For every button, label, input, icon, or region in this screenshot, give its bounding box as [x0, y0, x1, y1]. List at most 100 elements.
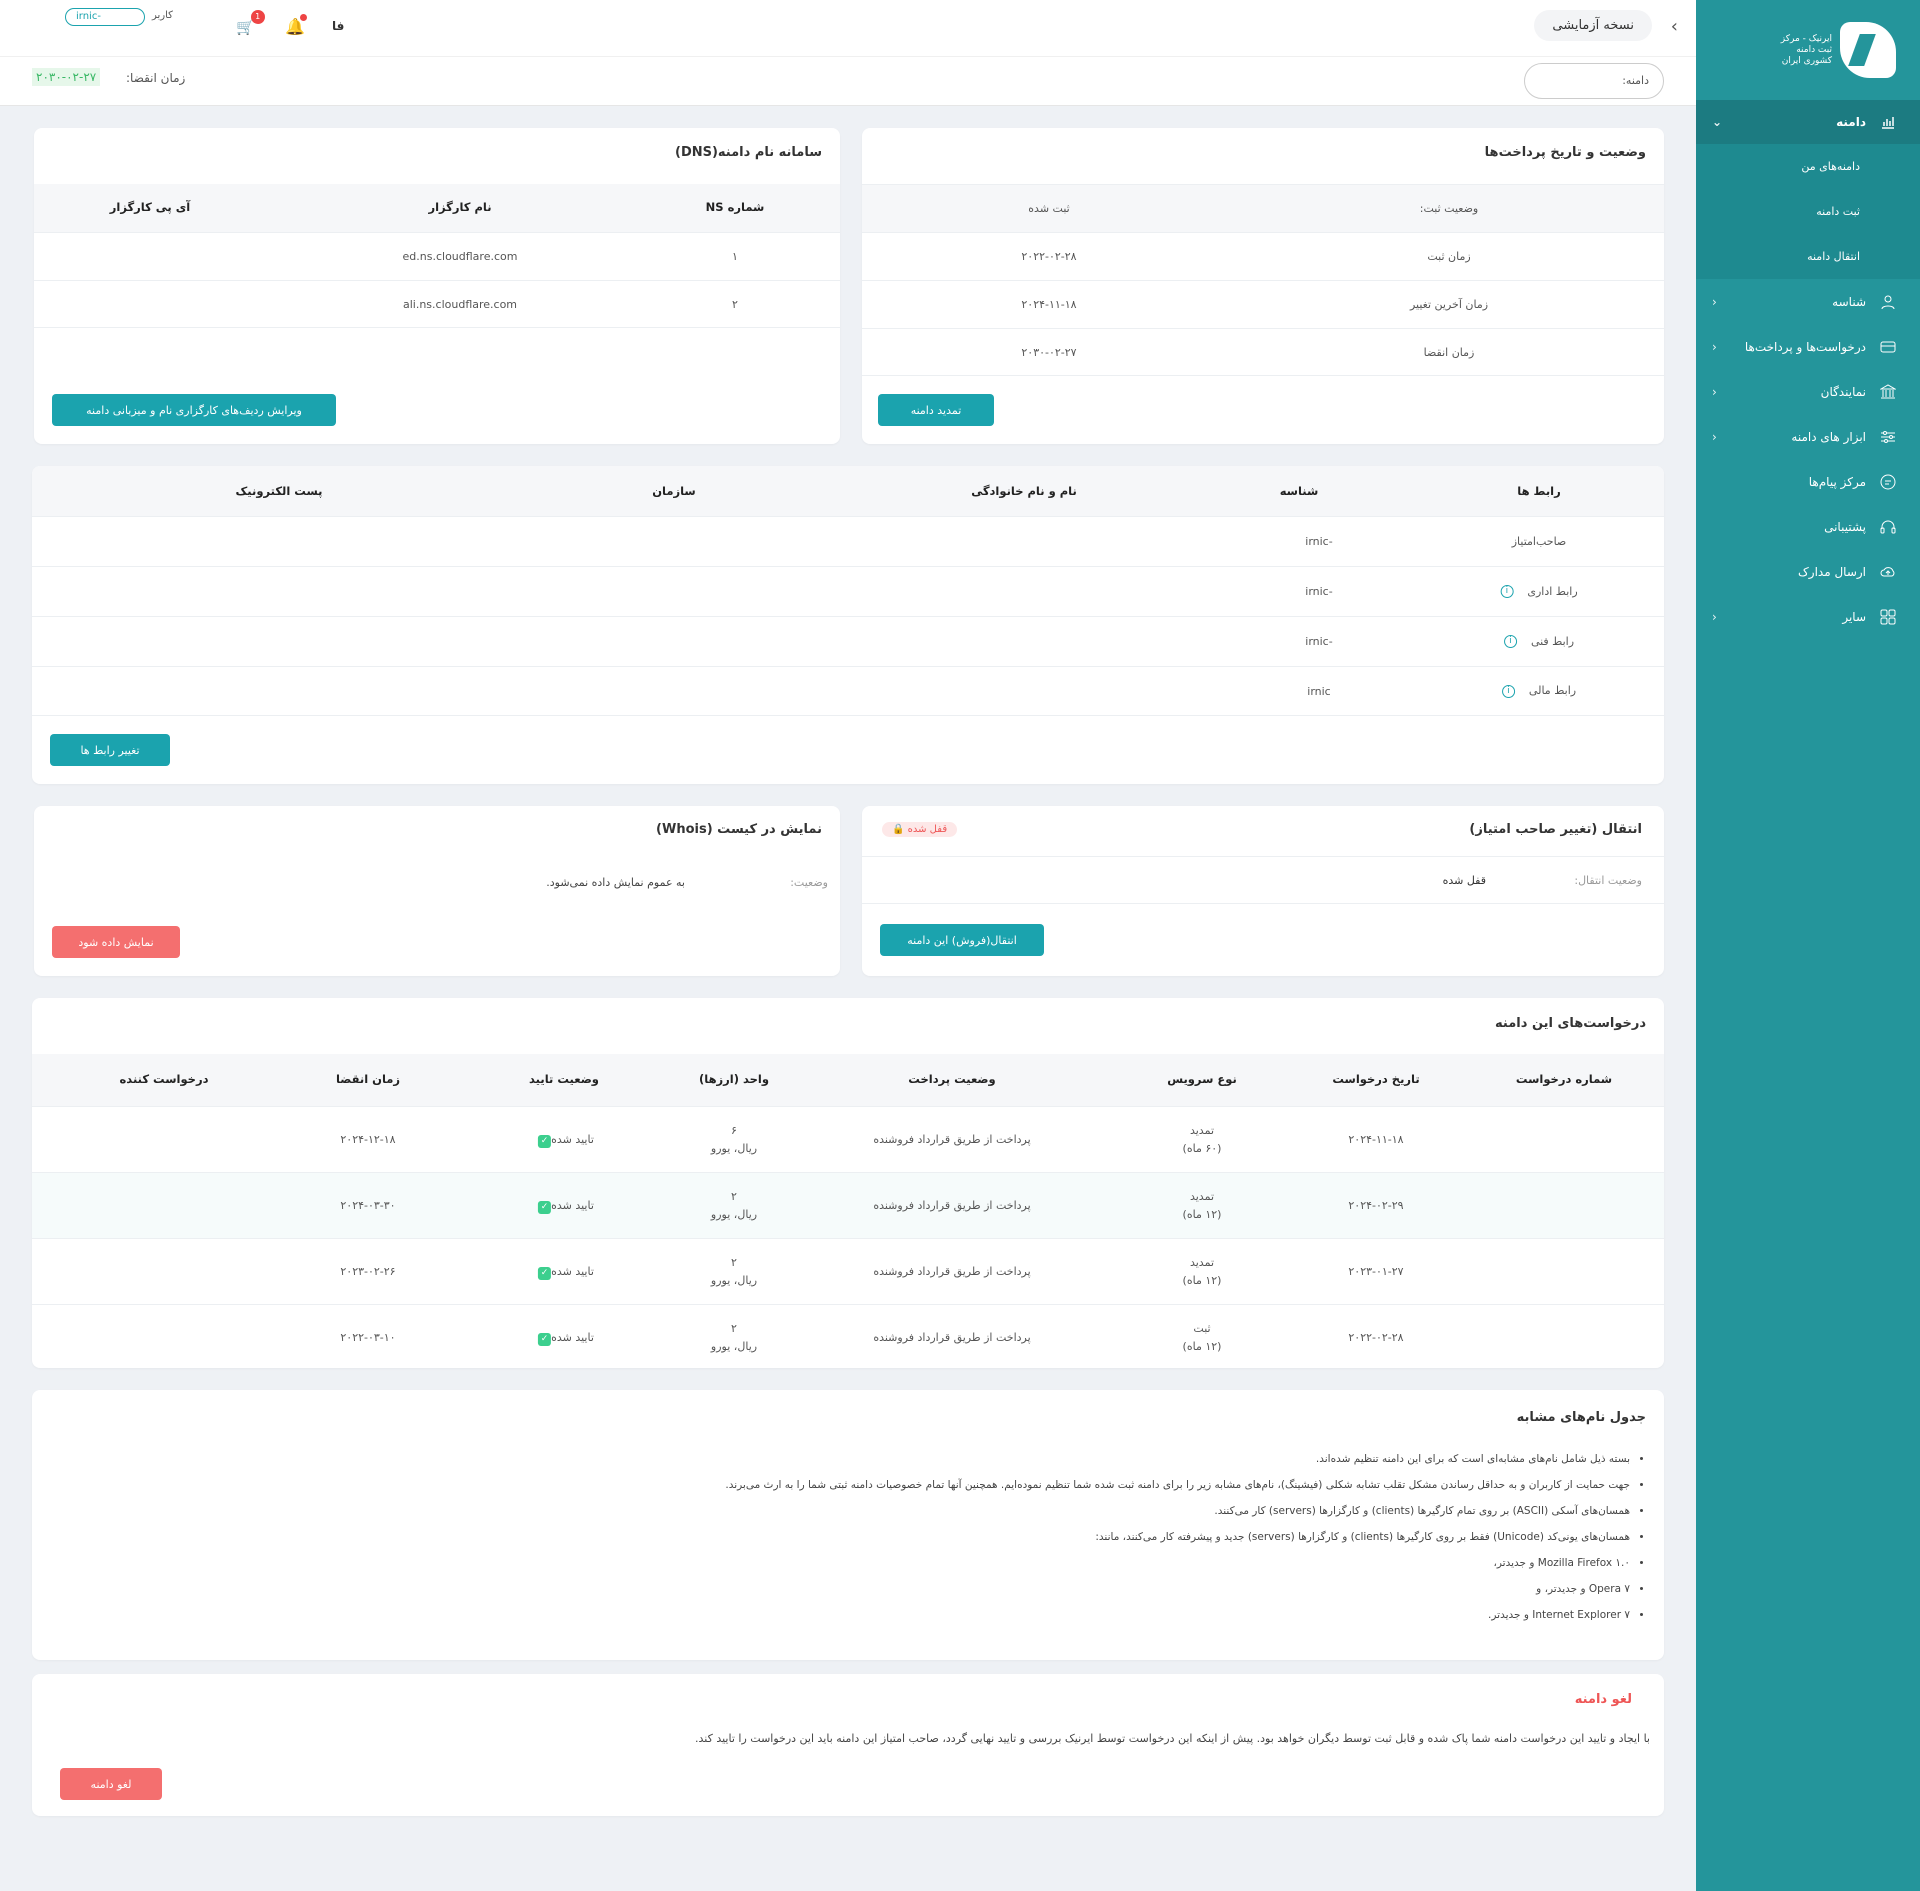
transfer-domain-button[interactable]: انتقال(فروش) این دامنه: [880, 924, 1044, 956]
sidebar-item-transfer-domain[interactable]: انتقال دامنه: [1696, 234, 1920, 279]
similar-names-list: بسته ذیل شامل نام‌های مشابه‌ای است که بر…: [725, 1446, 1630, 1628]
version-badge[interactable]: نسخه آزمایشی: [1534, 10, 1652, 41]
row-label: زمان آخرین تغییر: [1409, 298, 1489, 311]
row-label: وضعیت ثبت:: [1419, 202, 1479, 215]
column-header: آی پی کارگزار: [109, 200, 191, 214]
whois-card: نمایش در کیست (Whois) وضعیت: به عموم نما…: [34, 806, 840, 976]
info-icon[interactable]: i: [1500, 585, 1514, 599]
unit-cell: ۶ ریال، یورو: [711, 1122, 757, 1158]
domain-field-label: دامنه:: [1622, 74, 1649, 87]
sidebar-item-agents[interactable]: نمایندگان ‹: [1696, 369, 1920, 414]
bell-icon[interactable]: 🔔: [285, 14, 307, 36]
sidebar-item-register-domain[interactable]: ثبت دامنه: [1696, 189, 1920, 234]
sidebar: ایرنیک - مرکز ثبت دامنه کشوری ایران دامن…: [1696, 0, 1920, 1891]
service-period: (۱۲ ماه): [1182, 1339, 1222, 1353]
info-icon[interactable]: i: [1503, 635, 1517, 649]
logo[interactable]: ایرنیک - مرکز ثبت دامنه کشوری ایران: [1696, 0, 1920, 100]
unit-count: ۲: [731, 1189, 737, 1203]
column-header: تاریخ درخواست: [1332, 1072, 1420, 1086]
expiry-label: زمان انقضا:: [126, 71, 186, 85]
info-icon[interactable]: i: [1501, 684, 1515, 698]
unit-count: ۲: [731, 1255, 737, 1269]
sidebar-item-requests[interactable]: درخواست‌ها و پرداخت‌ها ‹: [1696, 324, 1920, 369]
table-row: ۱ ed.ns.cloudflare.com: [34, 232, 840, 280]
sidebar-item-domain[interactable]: دامنه ⌄: [1696, 100, 1920, 144]
headset-icon: [1878, 517, 1898, 537]
service-cell: تمدید (۱۲ ماه): [1183, 1254, 1222, 1290]
list-item: Internet Explorer ۷ و جدیدتر.: [725, 1602, 1630, 1628]
unit-cell: ۲ ریال، یورو: [711, 1320, 757, 1356]
show-whois-button[interactable]: نمایش داده شود: [52, 926, 180, 958]
ns-number: ۱: [732, 250, 738, 263]
column-header: درخواست کننده: [119, 1072, 209, 1086]
sidebar-item-send-documents[interactable]: ارسال مدارک: [1696, 549, 1920, 594]
column-header: نام کارگزار: [428, 200, 492, 214]
service-period: (۶۰ ماه): [1182, 1141, 1222, 1155]
whois-status-label: وضعیت:: [790, 876, 828, 889]
request-date: ۲۰۲۴-۱۱-۱۸: [1348, 1132, 1404, 1146]
chevron-left-icon: ‹: [1712, 339, 1717, 354]
domain-search-field[interactable]: دامنه:: [1524, 63, 1664, 99]
ns-number: ۲: [732, 297, 738, 311]
cart-icon[interactable]: 🛒 1: [236, 10, 265, 36]
approval-status: تایید شده: [551, 1330, 594, 1344]
sidebar-item-support[interactable]: پشتیبانی: [1696, 504, 1920, 549]
sidebar-item-my-domains[interactable]: دامنه‌های من: [1696, 144, 1920, 189]
table-header: شماره درخواست تاریخ درخواست نوع سرویس وض…: [32, 1054, 1664, 1106]
column-header: شماره NS: [705, 200, 765, 214]
similar-names-card: جدول نام‌های مشابه بسته ذیل شامل نام‌های…: [32, 1390, 1664, 1660]
approval-cell: تایید شده✓: [534, 1263, 594, 1281]
list-item: همسان‌های یونی‌کد (Unicode) فقط بر روی ک…: [725, 1524, 1630, 1550]
unit-cell: ۲ ریال، یورو: [711, 1254, 757, 1290]
renew-domain-button[interactable]: تمدید دامنه: [878, 394, 994, 426]
contact-role: رابط مالی i: [1501, 684, 1576, 698]
sidebar-item-label: نمایندگان: [1820, 384, 1866, 399]
contact-role-label: رابط اداری: [1527, 584, 1578, 598]
table-row: صاحب‌امتیاز -irnic: [32, 516, 1664, 566]
card-title: وضعیت و تاریخ پرداخت‌ها: [1484, 145, 1646, 160]
table-row: رابط فنی i -irnic: [32, 616, 1664, 666]
table-row: ۲۰۲۲-۰۲-۲۸ ثبت (۱۲ ماه) پرداخت از طریق قرار…: [32, 1304, 1664, 1370]
request-date-cell: ۲۰۲۲-۰۲-۲۸: [1348, 1329, 1403, 1347]
column-header: سازمان: [652, 484, 696, 498]
sidebar-item-messages[interactable]: مرکز پیام‌ها: [1696, 459, 1920, 504]
change-contacts-button[interactable]: تغییر رابط ها: [50, 734, 170, 766]
table-row: زمان ثبت ۲۰۲۲-۰۲-۲۸: [862, 232, 1664, 280]
card-title: نمایش در کیست (Whois): [656, 822, 822, 837]
edit-nameservers-button[interactable]: ویرایش ردیف‌های کارگزاری نام و میزبانی د…: [52, 394, 336, 426]
sidebar-item-identity[interactable]: شناسه ‹: [1696, 279, 1920, 324]
sidebar-item-other[interactable]: سایر ‹: [1696, 594, 1920, 639]
payment-status: پرداخت از طریق قرارداد فروشنده: [873, 1132, 1031, 1146]
card-title: جدول نام‌های مشابه: [1516, 1410, 1646, 1425]
currency: ریال، یورو: [710, 1339, 758, 1353]
payment-status: پرداخت از طریق قرارداد فروشنده: [873, 1330, 1031, 1344]
contact-role-label: رابط فنی: [1530, 634, 1575, 648]
row-value: ۲۰۲۴-۱۱-۱۸: [1021, 298, 1077, 311]
payment-status-card: وضعیت و تاریخ پرداخت‌ها وضعیت ثبت: ثبت ش…: [862, 128, 1664, 444]
expiry-cell: ۲۰۲۴-۰۳-۳۰: [340, 1197, 395, 1215]
expiry-cell: ۲۰۲۳-۰۲-۲۶: [340, 1263, 395, 1281]
topbar: › نسخه آزمایشی فا 🔔 🛒 1 کاربر -irnic: [0, 0, 1696, 56]
approval-status: تایید شده: [551, 1264, 594, 1278]
contact-id: -irnic: [1305, 585, 1333, 598]
expiry-value: ۲۰۳۰-۰۲-۲۷: [32, 68, 101, 86]
column-header: نوع سرویس: [1167, 1072, 1237, 1086]
sliders-icon: [1878, 427, 1898, 447]
check-icon: ✓: [538, 1134, 552, 1148]
contact-id: -irnic: [1305, 635, 1333, 648]
cancel-domain-button[interactable]: لغو دامنه: [60, 1768, 162, 1800]
table-row: وضعیت ثبت: ثبت شده: [862, 184, 1664, 232]
transfer-status-label: وضعیت انتقال:: [1574, 873, 1642, 887]
language-switch[interactable]: فا: [332, 19, 345, 33]
expiry-cell: ۲۰۲۲-۰۳-۱۰: [340, 1329, 395, 1347]
transfer-status-value: قفل شده: [1442, 873, 1486, 887]
sidebar-item-domain-tools[interactable]: ابزار های دامنه ‹: [1696, 414, 1920, 459]
table-row: رابط مالی i irnic: [32, 666, 1664, 716]
service-type: تمدید: [1189, 1123, 1215, 1137]
sidebar-item-label: شناسه: [1832, 294, 1866, 309]
list-item: جهت حمایت از کاربران و به حداقل رساندن م…: [725, 1472, 1630, 1498]
whois-status-value: به عموم نمایش داده نمی‌شود.: [546, 876, 685, 889]
payment-cell: پرداخت از طریق قرارداد فروشنده: [873, 1329, 1030, 1347]
collapse-sidebar-icon[interactable]: ›: [1670, 16, 1678, 37]
user-field[interactable]: -irnic: [65, 8, 145, 26]
